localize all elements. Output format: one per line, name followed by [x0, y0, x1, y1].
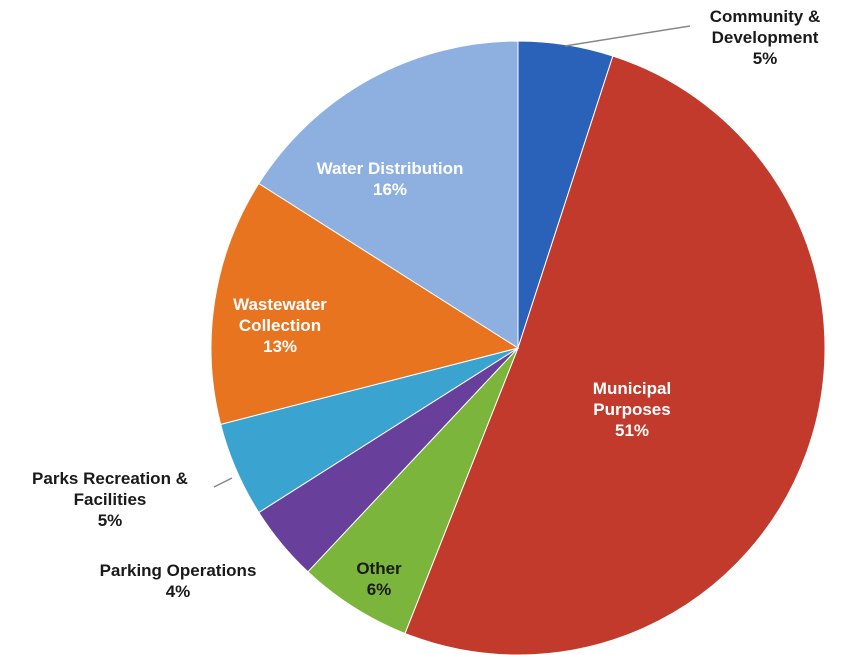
category-name: Other: [356, 559, 402, 578]
slice-label: Community & Development 5%: [680, 6, 842, 69]
value-label: 5%: [97, 511, 123, 530]
value-label: 51%: [614, 421, 650, 440]
slice-label: Municipal Purposes 51%: [572, 378, 692, 441]
leader-line: [564, 25, 691, 47]
value-label: 4%: [165, 582, 191, 601]
value-label: 16%: [372, 180, 408, 199]
category-name: Parks Recreation & Facilities: [32, 469, 188, 509]
value-label: 6%: [366, 580, 392, 599]
slices: [210, 40, 826, 655]
slice-label: Parks Recreation & Facilities 5%: [0, 468, 225, 531]
slice-label: Wastewater Collection 13%: [215, 294, 345, 357]
value-label: 5%: [752, 49, 778, 68]
slice-label: Parking Operations 4%: [48, 560, 308, 602]
category-name: Community & Development: [709, 7, 821, 47]
category-name: Parking Operations: [99, 561, 257, 580]
value-label: 13%: [262, 337, 298, 356]
slice-label: Other 6%: [339, 558, 419, 600]
pie-slice: [210, 182, 520, 425]
category-name: Municipal Purposes: [592, 379, 672, 419]
pie-slice: [258, 40, 519, 349]
pie-slice: [404, 55, 826, 655]
slice-label: Water Distribution 16%: [275, 158, 505, 200]
category-name: Wastewater Collection: [233, 295, 327, 335]
leader-line: [213, 477, 233, 488]
category-name: Water Distribution: [316, 159, 464, 178]
